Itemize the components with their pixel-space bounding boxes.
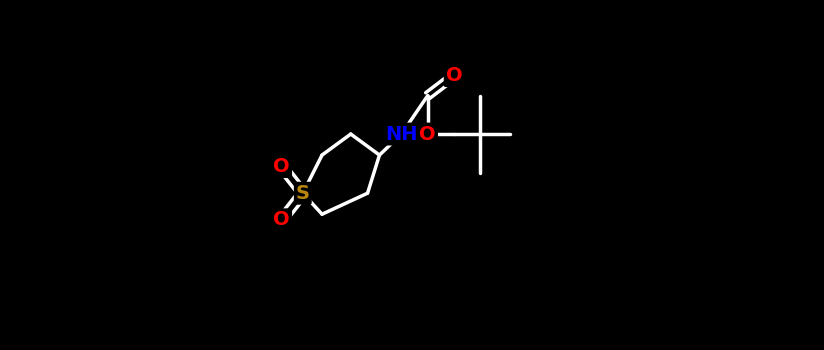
Text: S: S [296, 184, 310, 203]
Text: O: O [446, 66, 462, 85]
Text: O: O [274, 210, 290, 229]
Text: O: O [274, 157, 290, 176]
Text: NH: NH [386, 125, 418, 144]
Text: O: O [419, 125, 436, 144]
